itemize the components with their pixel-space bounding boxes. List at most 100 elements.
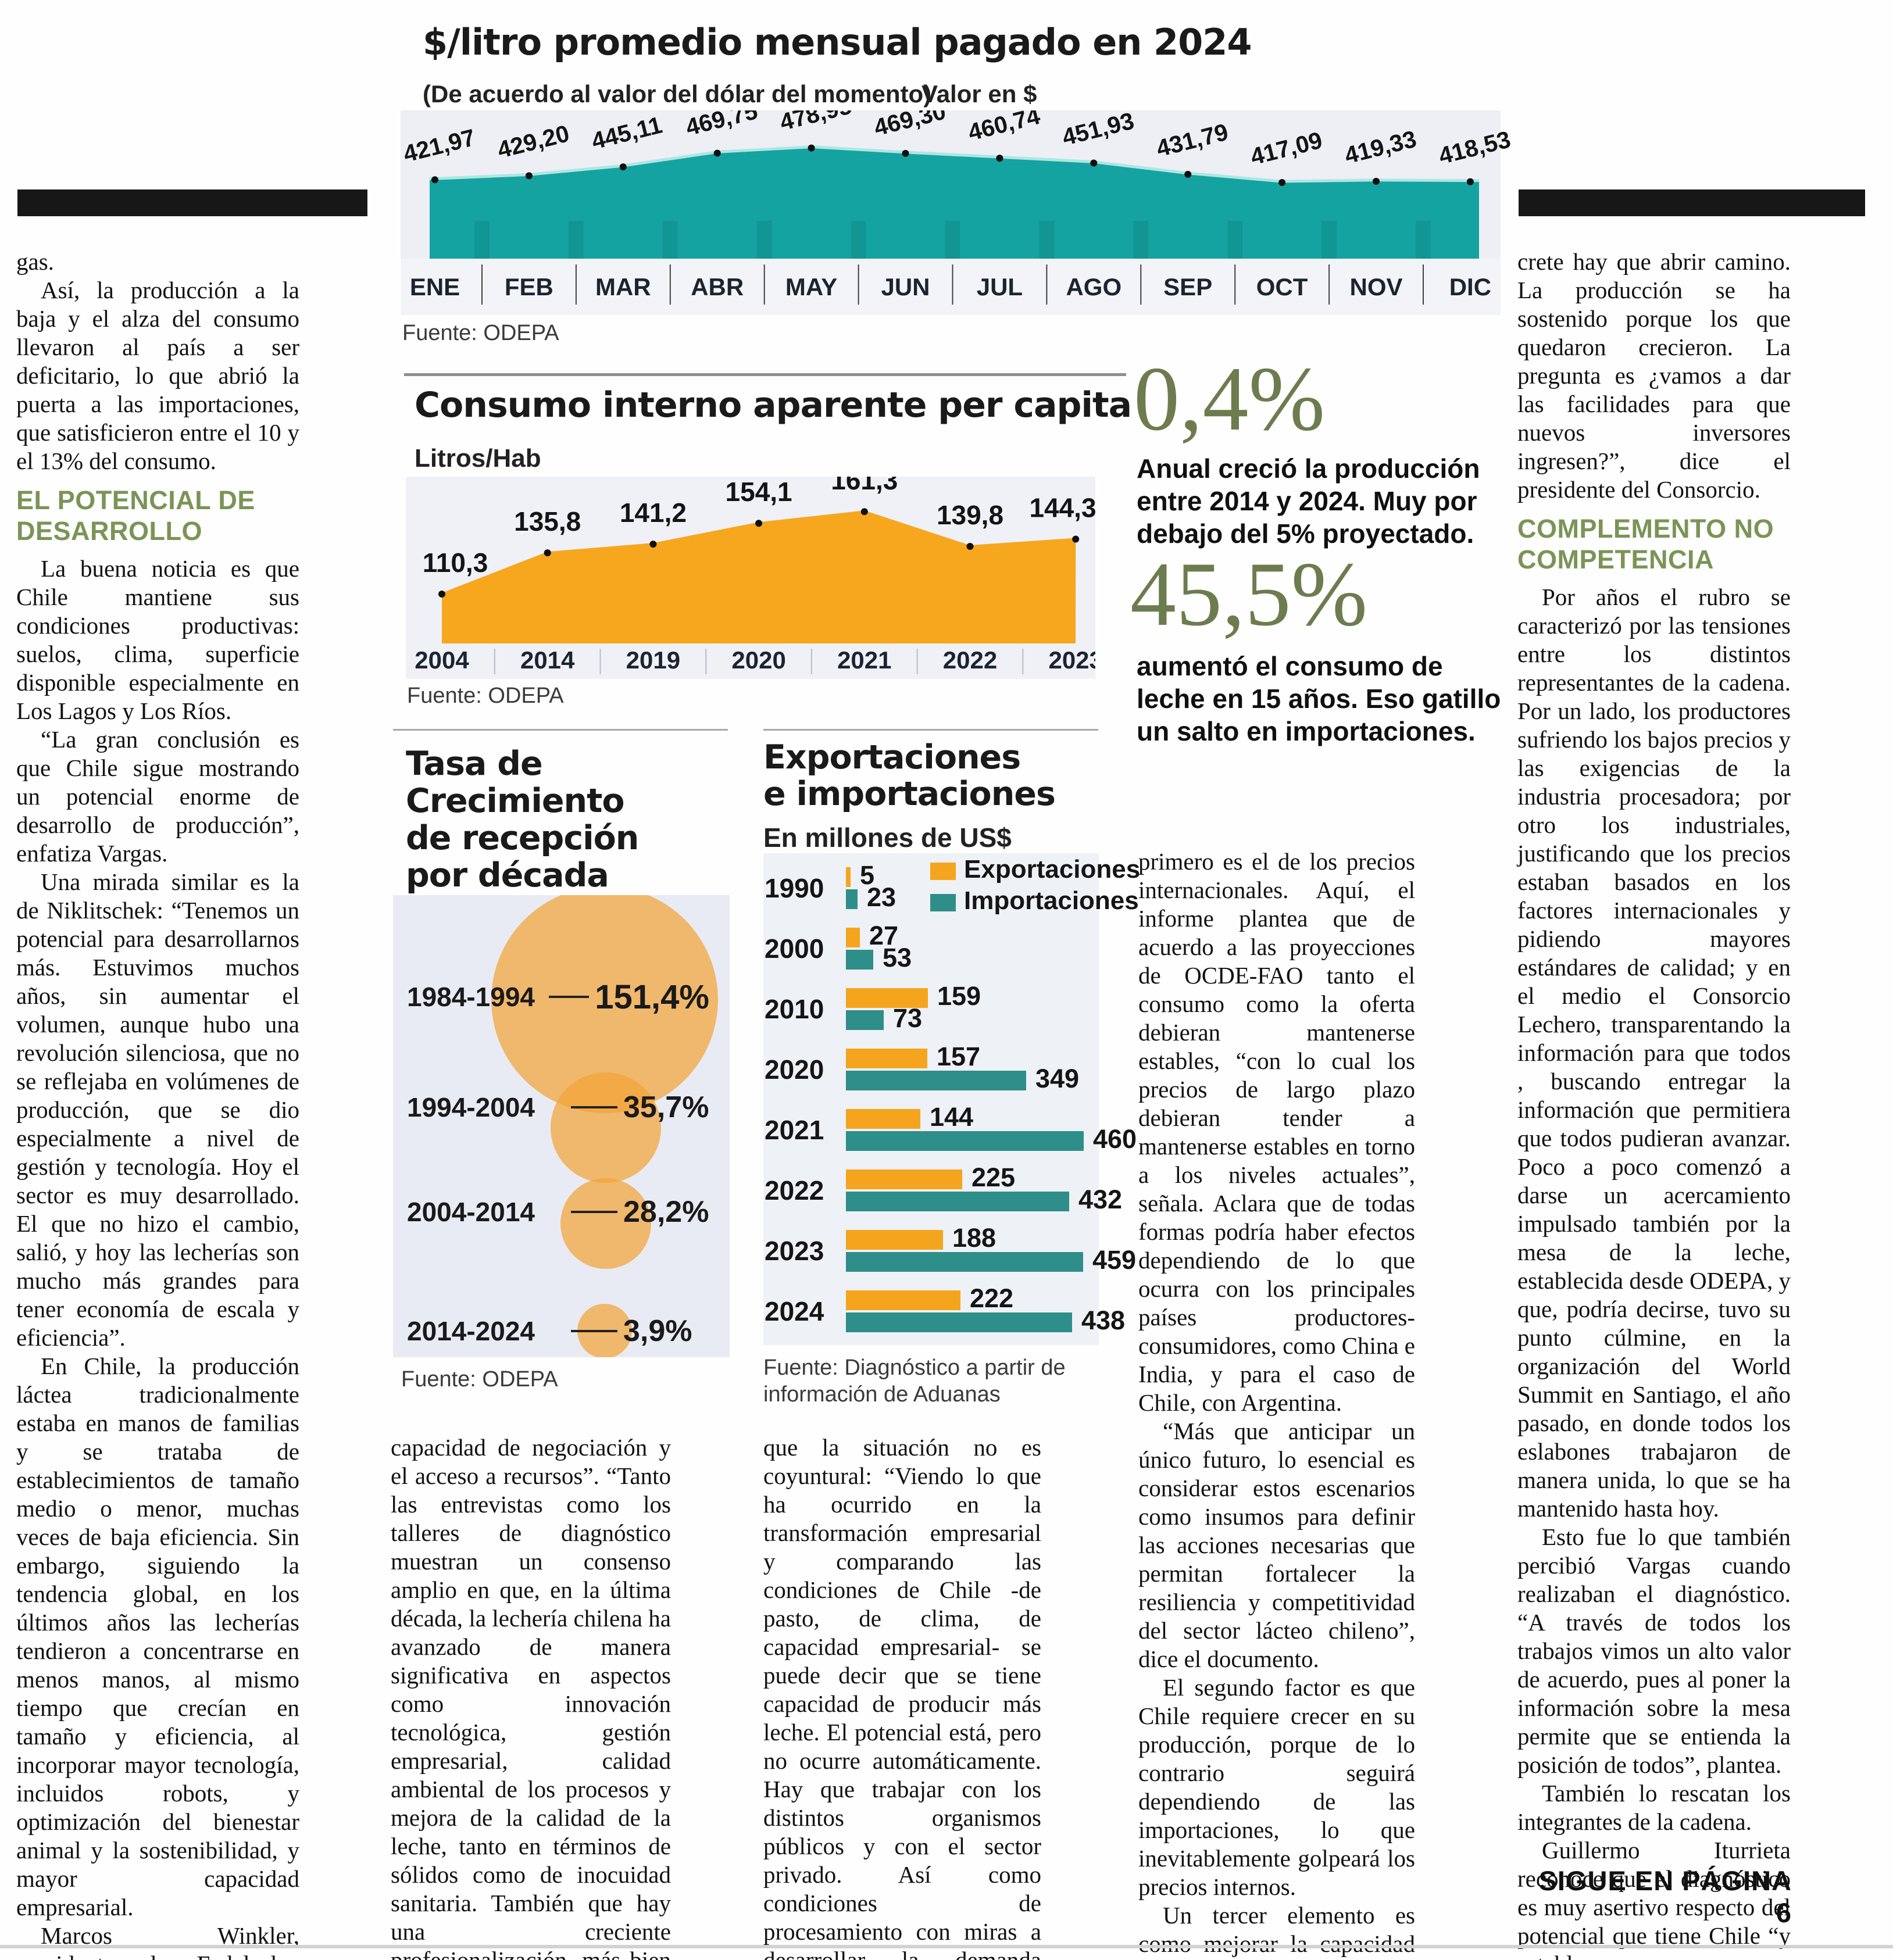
svg-text:ABR: ABR xyxy=(691,273,744,301)
svg-text:2022: 2022 xyxy=(943,646,997,674)
tasa-title-line: por década xyxy=(406,856,609,895)
price-area-chart: 421,97ENE429,20FEB445,11MAR469,75ABR478,… xyxy=(401,110,1513,315)
trade-chart-title: Exportaciones e importaciones xyxy=(763,739,1124,813)
svg-text:159: 159 xyxy=(937,981,981,1011)
svg-text:2021: 2021 xyxy=(765,1115,824,1145)
svg-text:139,8: 139,8 xyxy=(937,500,1003,530)
tasa-title-line: de recepción xyxy=(406,819,639,857)
svg-text:27: 27 xyxy=(869,921,898,950)
svg-text:AGO: AGO xyxy=(1066,273,1121,301)
svg-text:2004: 2004 xyxy=(415,646,469,674)
body-paragraph: crete hay que abrir camino. La producció… xyxy=(1517,248,1791,503)
body-paragraph: Marcos Winkler, presidente de Fedeleche,… xyxy=(16,1922,299,1960)
svg-text:2021: 2021 xyxy=(837,646,891,674)
trade-title-line: e importaciones xyxy=(763,775,1056,813)
article-column-1: gas. Así, la producción a la baja y el al… xyxy=(16,248,299,1960)
svg-text:73: 73 xyxy=(893,1003,922,1033)
trade-chart-subtitle: En millones de US$ xyxy=(763,822,1012,853)
section-heading: COMPLEMENTO NO COMPETENCIA xyxy=(1517,514,1774,574)
svg-text:110,3: 110,3 xyxy=(423,548,488,578)
bubble-row: 2014-2024 3,9% xyxy=(407,1314,709,1349)
svg-text:161,3: 161,3 xyxy=(831,477,898,495)
price-chart-unit-label: Valor en $ xyxy=(922,80,1037,108)
article-column-5: crete hay que abrir camino. La producció… xyxy=(1517,248,1791,1960)
divider-tasa xyxy=(393,729,728,731)
svg-text:MAR: MAR xyxy=(595,273,651,301)
bottom-rule xyxy=(0,1945,1893,1948)
svg-text:2019: 2019 xyxy=(626,646,680,674)
svg-text:144: 144 xyxy=(930,1102,973,1132)
tasa-chart-source: Fuente: ODEPA xyxy=(401,1367,558,1392)
svg-text:144,3: 144,3 xyxy=(1029,492,1095,523)
svg-text:432: 432 xyxy=(1078,1185,1122,1214)
body-paragraph: El segundo factor es que Chile requiere … xyxy=(1138,1674,1415,1900)
consumo-chart-title: Consumo interno aparente per capita xyxy=(415,385,1132,425)
bubble-value-label: 35,7% xyxy=(623,1090,709,1124)
consumo-area-chart: 110,3 2004 135,8 2014 141,2 2019 154,1 2020 161,… xyxy=(406,477,1095,679)
divider-consumo xyxy=(404,373,1126,376)
svg-text:154,1: 154,1 xyxy=(726,477,792,507)
svg-text:135,8: 135,8 xyxy=(514,506,581,537)
bubble-row: 1984-1994 151,4% xyxy=(407,978,709,1016)
svg-text:460: 460 xyxy=(1093,1124,1137,1154)
body-paragraph: capacidad de negociación y el acceso a r… xyxy=(391,1434,671,1960)
tasa-bubble-chart xyxy=(393,895,730,1357)
consumo-chart-ylabel: Litros/Hab xyxy=(415,444,541,473)
body-paragraph: En Chile, la producción láctea tradicion… xyxy=(16,1353,299,1920)
bubble-row: 1994-2004 35,7% xyxy=(407,1090,709,1125)
svg-text:2020: 2020 xyxy=(731,646,785,674)
svg-text:1990: 1990 xyxy=(765,873,824,903)
bubble-leader-line xyxy=(571,1330,617,1332)
bubble-decade-label: 1984-1994 xyxy=(407,982,535,1012)
svg-text:2022: 2022 xyxy=(765,1175,824,1206)
body-paragraph: “La gran conclusión es que Chile sigue m… xyxy=(16,726,299,867)
svg-text:53: 53 xyxy=(883,943,912,972)
body-paragraph: Así, la producción a la baja y el alza d… xyxy=(16,277,299,474)
divider-trade xyxy=(763,729,1098,731)
price-chart-title: $/litro promedio mensual pagado en 2024 xyxy=(423,21,1252,63)
bubble-decade-label: 1994-2004 xyxy=(407,1092,535,1122)
body-paragraph: Guillermo Iturrieta reconoce que el diag… xyxy=(1517,1837,1791,1960)
svg-text:NOV: NOV xyxy=(1349,273,1402,301)
svg-text:23: 23 xyxy=(867,882,896,912)
svg-text:2023: 2023 xyxy=(1048,646,1095,674)
stat-production-growth: 0,4% xyxy=(1134,348,1326,450)
svg-text:2020: 2020 xyxy=(765,1054,824,1085)
trade-title-line: Exportaciones xyxy=(763,738,1021,777)
body-paragraph: “Más que anticipar un único futuro, lo e… xyxy=(1138,1418,1415,1672)
stat-production-growth-caption: Anual creció la producción entre 2014 y … xyxy=(1137,453,1480,549)
body-paragraph: También lo rescatan los integrantes de l… xyxy=(1517,1780,1791,1835)
article-column-2: capacidad de negociación y el acceso a r… xyxy=(391,1433,671,1960)
svg-text:2014: 2014 xyxy=(520,646,575,674)
section-bar-left xyxy=(17,189,367,216)
svg-text:ENE: ENE xyxy=(410,273,460,301)
svg-text:Importaciones: Importaciones xyxy=(964,886,1139,915)
bubble-leader-line xyxy=(571,1106,617,1108)
svg-text:438: 438 xyxy=(1081,1306,1125,1335)
svg-text:MAY: MAY xyxy=(785,273,837,301)
svg-text:188: 188 xyxy=(952,1223,996,1253)
svg-text:459: 459 xyxy=(1092,1245,1136,1275)
svg-text:DIC: DIC xyxy=(1449,273,1491,301)
price-chart-source: Fuente: ODEPA xyxy=(402,321,559,345)
bubble-leader-line xyxy=(571,1211,617,1213)
continuation-notice: SIGUE EN PÁGINA 6 xyxy=(1538,1865,1792,1928)
bubble-value-label: 28,2% xyxy=(623,1195,709,1229)
svg-text:FEB: FEB xyxy=(505,273,553,301)
body-paragraph: gas. xyxy=(16,248,54,275)
svg-text:2023: 2023 xyxy=(765,1236,824,1266)
trade-chart-source: Fuente: Diagnóstico a partir de informac… xyxy=(763,1355,1066,1407)
bubble-decade-label: 2004-2014 xyxy=(407,1197,535,1227)
svg-text:OCT: OCT xyxy=(1256,273,1308,301)
bubble-value-label: 151,4% xyxy=(595,978,709,1016)
body-paragraph: que la situación no es coyuntural: “Vien… xyxy=(763,1434,1041,1960)
tasa-title-line: Tasa de xyxy=(406,745,543,783)
svg-text:141,2: 141,2 xyxy=(620,498,687,528)
svg-text:349: 349 xyxy=(1035,1064,1079,1093)
svg-text:Exportaciones: Exportaciones xyxy=(964,855,1140,884)
body-paragraph: La buena noticia es que Chile mantiene s… xyxy=(16,555,299,724)
svg-text:2024: 2024 xyxy=(765,1296,824,1326)
stat-consumption-growth-caption: aumentó el consumo de leche en 15 años. … xyxy=(1137,651,1501,746)
svg-text:SEP: SEP xyxy=(1163,273,1212,301)
